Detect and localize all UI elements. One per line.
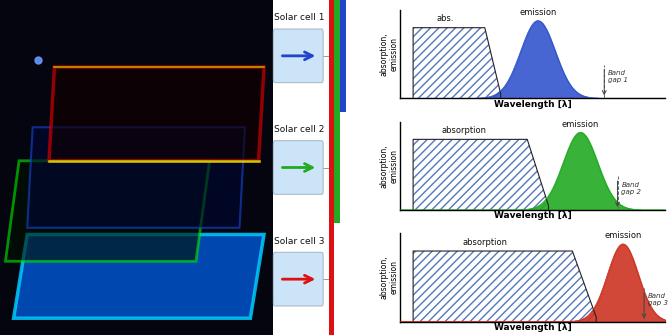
Polygon shape <box>13 234 264 318</box>
FancyBboxPatch shape <box>274 141 323 194</box>
Polygon shape <box>413 251 596 322</box>
Text: emission: emission <box>519 8 556 17</box>
Polygon shape <box>27 127 245 228</box>
Text: Solar cell 3: Solar cell 3 <box>274 237 325 246</box>
Bar <box>335 0 340 223</box>
FancyBboxPatch shape <box>274 29 323 83</box>
Text: absorption: absorption <box>441 126 486 135</box>
Text: Band
gap 1: Band gap 1 <box>608 70 628 83</box>
Polygon shape <box>5 161 210 261</box>
Y-axis label: absorption,
emission: absorption, emission <box>379 256 398 299</box>
Polygon shape <box>413 28 501 98</box>
X-axis label: Wavelength [λ]: Wavelength [λ] <box>494 99 571 109</box>
Text: Solar cell 2: Solar cell 2 <box>274 125 325 134</box>
Y-axis label: absorption,
emission: absorption, emission <box>379 144 398 188</box>
Bar <box>329 0 335 335</box>
Text: abs.: abs. <box>436 14 454 23</box>
FancyBboxPatch shape <box>274 252 323 306</box>
Polygon shape <box>413 139 548 210</box>
Text: Band
gap 2: Band gap 2 <box>622 182 642 195</box>
Bar <box>340 0 345 112</box>
Polygon shape <box>49 67 264 161</box>
Text: absorption: absorption <box>462 238 507 247</box>
Text: Solar cell 1: Solar cell 1 <box>274 13 325 22</box>
Text: Band
gap 3: Band gap 3 <box>648 293 668 306</box>
Y-axis label: absorption,
emission: absorption, emission <box>379 32 398 76</box>
Text: emission: emission <box>604 231 642 241</box>
X-axis label: Wavelength [λ]: Wavelength [λ] <box>494 323 571 332</box>
X-axis label: Wavelength [λ]: Wavelength [λ] <box>494 211 571 220</box>
Text: emission: emission <box>562 120 599 129</box>
